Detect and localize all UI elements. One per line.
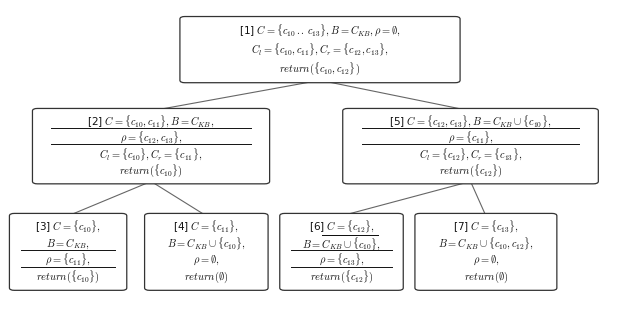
- FancyBboxPatch shape: [180, 17, 460, 83]
- Text: $\mathit{return}(\{c_{10}\})$: $\mathit{return}(\{c_{10}\})$: [36, 269, 100, 285]
- Text: $\rho = \{c_{13}\},$: $\rho = \{c_{13}\},$: [319, 252, 364, 269]
- Text: [6] $C = \{c_{12}\},$: [6] $C = \{c_{12}\},$: [308, 218, 374, 235]
- FancyBboxPatch shape: [415, 214, 557, 290]
- FancyBboxPatch shape: [10, 214, 127, 290]
- Text: $\mathit{return}(\emptyset)$: $\mathit{return}(\emptyset)$: [184, 269, 228, 285]
- Text: [4] $C = \{c_{11}\},$: [4] $C = \{c_{11}\},$: [173, 218, 239, 235]
- Text: $\mathit{return}(\{c_{12}\})$: $\mathit{return}(\{c_{12}\})$: [438, 162, 502, 179]
- Text: [1] $C = \{c_{10}\,..\,c_{13}\}, B = C_{KB}, \rho = \emptyset,$: [1] $C = \{c_{10}\,..\,c_{13}\}, B = C_{…: [239, 23, 401, 39]
- Text: $B = C_{KB} \cup \{c_{10}\},$: $B = C_{KB} \cup \{c_{10}\},$: [167, 235, 246, 252]
- FancyBboxPatch shape: [280, 214, 403, 290]
- Text: $\rho = \emptyset,$: $\rho = \emptyset,$: [193, 254, 220, 267]
- Text: [2] $C = \{c_{10}, c_{11}\}, B = C_{KB},$: [2] $C = \{c_{10}, c_{11}\}, B = C_{KB},…: [88, 113, 214, 130]
- Text: $\mathit{return}(\{c_{10}\})$: $\mathit{return}(\{c_{10}\})$: [119, 162, 183, 179]
- Text: $C_l = \{c_{10}, c_{11}\}, C_r = \{c_{12}, c_{13}\},$: $C_l = \{c_{10}, c_{11}\}, C_r = \{c_{12…: [252, 41, 388, 58]
- FancyBboxPatch shape: [145, 214, 268, 290]
- FancyBboxPatch shape: [33, 109, 269, 184]
- Text: $\mathit{return}(\{c_{12}\})$: $\mathit{return}(\{c_{12}\})$: [310, 269, 373, 285]
- Text: $\rho = \{c_{12}, c_{13}\},$: $\rho = \{c_{12}, c_{13}\},$: [120, 130, 182, 146]
- Text: $\mathit{return}(\emptyset)$: $\mathit{return}(\emptyset)$: [463, 269, 508, 285]
- Text: $\rho = \emptyset,$: $\rho = \emptyset,$: [473, 254, 499, 267]
- Text: $C_l = \{c_{12}\}, C_r = \{c_{13}\},$: $C_l = \{c_{12}\}, C_r = \{c_{13}\},$: [419, 146, 522, 163]
- Text: $B = C_{KB} \cup \{c_{10}, c_{12}\},$: $B = C_{KB} \cup \{c_{10}, c_{12}\},$: [438, 235, 534, 252]
- Text: [3] $C = \{c_{10}\},$: [3] $C = \{c_{10}\},$: [35, 218, 101, 235]
- Text: $\mathit{return}(\{c_{10}, c_{12}\})$: $\mathit{return}(\{c_{10}, c_{12}\})$: [280, 60, 360, 77]
- Text: [7] $C = \{c_{13}\},$: [7] $C = \{c_{13}\},$: [453, 218, 519, 235]
- Text: $B = C_{KB},$: $B = C_{KB},$: [46, 236, 90, 251]
- Text: $C_l = \{c_{10}\}, C_r = \{c_{11}\},$: $C_l = \{c_{10}\}, C_r = \{c_{11}\},$: [99, 146, 203, 163]
- FancyBboxPatch shape: [343, 109, 598, 184]
- Text: $B = \overline{C_{KB} \cup \{c_{10}\}},$: $B = \overline{C_{KB} \cup \{c_{10}\}},$: [302, 234, 381, 253]
- Text: $\rho = \{c_{11}\},$: $\rho = \{c_{11}\},$: [447, 130, 493, 146]
- Text: [5] $C = \{c_{12}, c_{13}\}, B = C_{KB} \cup \{c_{10}\},$: [5] $C = \{c_{12}, c_{13}\}, B = C_{KB} …: [389, 113, 552, 130]
- Text: $\rho = \{c_{11}\},$: $\rho = \{c_{11}\},$: [45, 252, 91, 269]
